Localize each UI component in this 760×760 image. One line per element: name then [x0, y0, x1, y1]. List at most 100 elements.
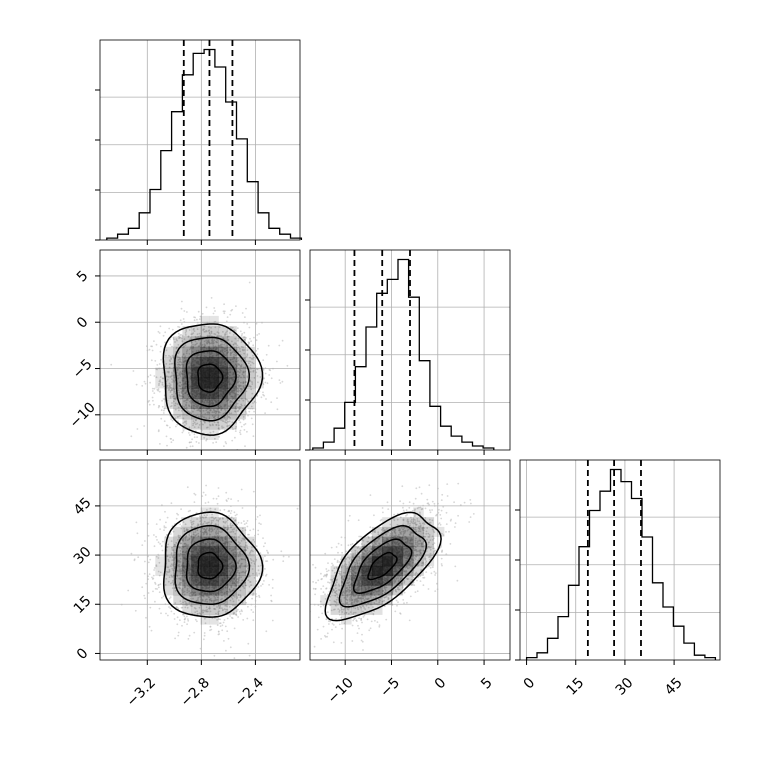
scatter-point — [254, 401, 257, 404]
density-cell — [254, 377, 264, 389]
scatter-point — [244, 370, 247, 373]
density-cell — [200, 546, 210, 557]
scatter-point — [230, 412, 233, 415]
density-cell — [236, 595, 246, 606]
scatter-point — [241, 527, 244, 530]
scatter-point — [242, 371, 245, 374]
scatter-point — [229, 400, 232, 402]
scatter-point — [255, 593, 257, 595]
scatter-point — [186, 539, 189, 541]
scatter-point — [259, 376, 262, 378]
scatter-point — [210, 600, 213, 602]
scatter-point — [240, 381, 242, 384]
density-cell — [218, 565, 228, 576]
density-cell — [191, 575, 201, 586]
scatter-point — [197, 426, 200, 429]
scatter-point — [163, 529, 165, 531]
scatter-point — [204, 598, 207, 601]
scatter-point — [171, 393, 174, 396]
density-cell — [200, 388, 210, 399]
scatter-point — [218, 622, 221, 625]
density-cell — [218, 556, 228, 567]
scatter-point — [171, 345, 173, 348]
scatter-point — [234, 539, 237, 542]
density-cell — [182, 585, 192, 596]
scatter-point — [180, 525, 183, 527]
density-cell — [173, 408, 183, 420]
scatter-point — [162, 595, 165, 598]
density-cell — [236, 546, 246, 557]
scatter-point — [208, 341, 210, 344]
scatter-point — [236, 380, 239, 382]
scatter-point — [239, 365, 242, 368]
scatter-point — [177, 352, 180, 355]
scatter-point — [196, 422, 199, 425]
density-cell — [209, 419, 219, 430]
density-cell — [245, 388, 255, 399]
scatter-point — [351, 588, 353, 591]
scatter-point — [120, 603, 123, 606]
scatter-point — [252, 550, 254, 553]
scatter-point — [218, 633, 221, 635]
scatter-point — [211, 513, 214, 516]
scatter-point — [237, 381, 239, 384]
scatter-point — [183, 593, 186, 596]
scatter-point — [236, 567, 239, 570]
scatter-point — [134, 609, 137, 612]
scatter-point — [179, 385, 182, 388]
scatter-point — [155, 376, 158, 379]
scatter-point — [240, 345, 243, 348]
scatter-point — [201, 516, 204, 518]
scatter-point — [183, 321, 186, 323]
scatter-point — [216, 502, 219, 505]
scatter-point — [231, 580, 234, 582]
scatter-point — [214, 333, 217, 336]
scatter-point — [234, 337, 237, 340]
scatter-point — [237, 373, 239, 376]
scatter-point — [259, 552, 262, 554]
contour-line — [174, 524, 251, 606]
scatter-point — [168, 576, 171, 578]
scatter-point — [211, 457, 213, 459]
scatter-point — [243, 587, 246, 589]
scatter-point — [182, 353, 185, 355]
scatter-point — [237, 337, 240, 340]
scatter-point — [240, 571, 243, 574]
scatter-point — [149, 381, 152, 384]
scatter-point — [158, 363, 161, 365]
scatter-point — [226, 316, 229, 318]
scatter-point — [243, 565, 246, 568]
scatter-point — [263, 377, 266, 380]
scatter-point — [199, 520, 202, 523]
scatter-point — [288, 555, 290, 558]
scatter-point — [159, 543, 162, 545]
scatter-point — [192, 533, 195, 536]
scatter-point — [214, 508, 217, 511]
scatter-point — [188, 329, 191, 331]
scatter-point — [256, 516, 259, 518]
scatter-point — [254, 563, 257, 566]
scatter-point — [377, 531, 380, 534]
scatter-point — [221, 629, 224, 632]
scatter-point — [221, 420, 224, 422]
scatter-point — [244, 445, 246, 448]
density-cell — [191, 536, 201, 547]
scatter-point — [326, 593, 329, 596]
scatter-point — [165, 363, 168, 365]
density-cell — [236, 585, 246, 596]
scatter-point — [240, 576, 243, 579]
scatter-point — [207, 339, 210, 341]
scatter-point — [204, 421, 206, 424]
scatter-point — [223, 608, 226, 610]
scatter-point — [196, 436, 199, 438]
scatter-point — [220, 335, 222, 337]
scatter-point — [234, 398, 237, 401]
scatter-point — [265, 353, 268, 356]
density-cell — [236, 575, 246, 586]
scatter-point — [225, 419, 227, 422]
scatter-point — [251, 383, 254, 385]
scatter-point — [191, 350, 194, 353]
scatter-point — [213, 595, 216, 598]
scatter-point — [240, 397, 243, 400]
scatter-point — [231, 598, 234, 600]
